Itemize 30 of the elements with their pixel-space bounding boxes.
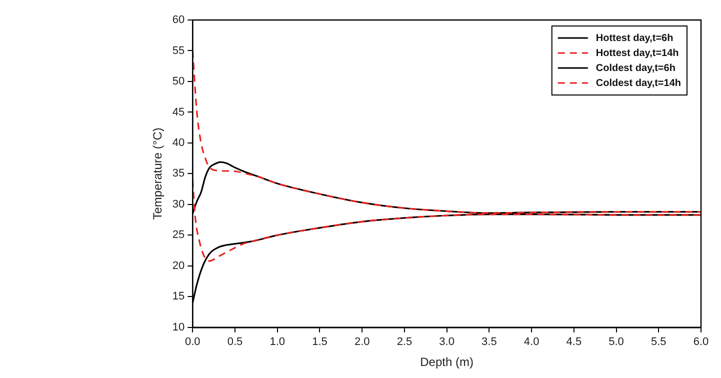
y-tick-label: 20	[172, 260, 185, 272]
y-tick-label: 10	[172, 321, 185, 334]
y-axis-title: Temperature (°C)	[150, 128, 165, 220]
y-tick-label: 15	[172, 290, 185, 303]
y-tick-label: 55	[172, 44, 185, 57]
x-tick-label: 4.5	[566, 336, 582, 348]
legend-label: Hottest day,t=14h	[596, 48, 679, 59]
x-tick-label: 2.5	[396, 336, 412, 348]
y-tick-label: 25	[172, 229, 185, 242]
x-tick-label: 3.5	[482, 336, 497, 348]
legend-label: Coldest day,t=14h	[596, 78, 682, 89]
y-tick-label: 40	[172, 136, 185, 149]
x-tick-label: 4.0	[524, 336, 540, 348]
legend-label: Hottest day,t=6h	[596, 32, 674, 44]
legend-label: Coldest day,t=6h	[596, 62, 676, 74]
x-tick-label: 1.5	[312, 336, 328, 348]
x-tick-label: 2.0	[354, 336, 370, 348]
x-tick-label: 0.5	[227, 336, 243, 348]
x-tick-label: 5.5	[650, 336, 666, 348]
x-tick-label: 0.0	[184, 336, 200, 348]
y-tick-label: 35	[172, 168, 185, 180]
x-tick-label: 6.0	[693, 336, 709, 348]
x-tick-label: 5.0	[608, 336, 624, 348]
y-tick-label: 60	[172, 14, 185, 26]
x-axis-title: Depth (m)	[420, 355, 474, 370]
y-tick-label: 50	[172, 76, 185, 88]
y-tick-label: 30	[172, 198, 185, 210]
x-tick-label: 3.0	[439, 336, 454, 348]
x-tick-label: 1.0	[270, 336, 286, 348]
y-tick-label: 45	[172, 106, 185, 118]
